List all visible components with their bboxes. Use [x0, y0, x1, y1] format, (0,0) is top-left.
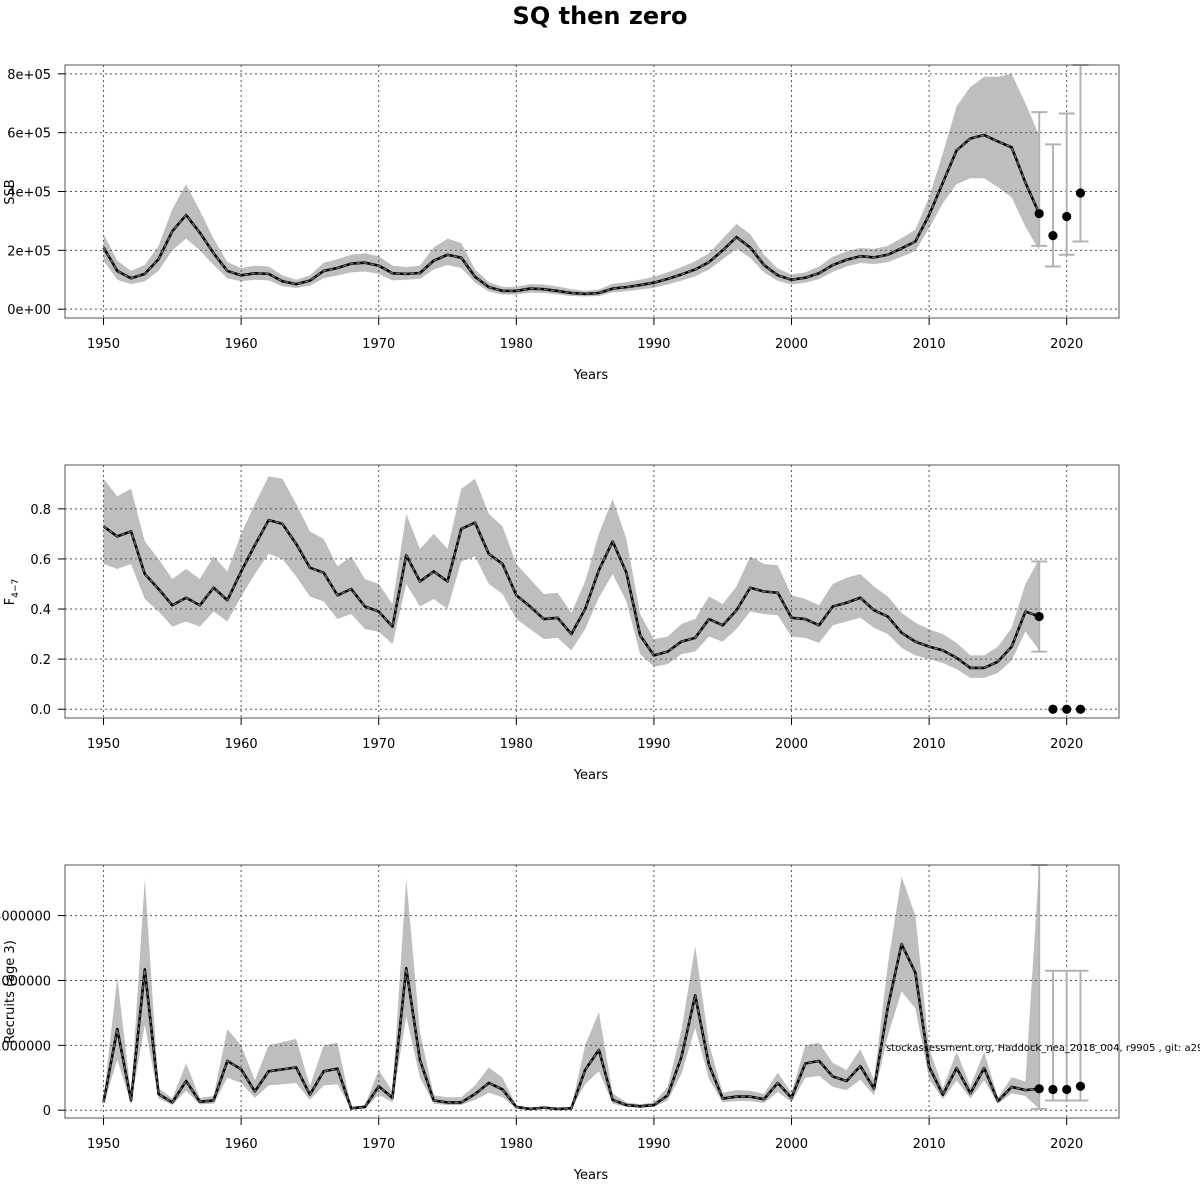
fbar-xtick-label: 1970: [362, 737, 395, 752]
recruits-ytick-label: 3000000: [0, 910, 51, 925]
ssb-xlabel: Years: [573, 368, 609, 383]
fbar-ytick-label: 0.0: [30, 703, 51, 718]
fbar-xtick-label: 2020: [1050, 737, 1083, 752]
chart-title: SQ then zero: [513, 2, 688, 30]
recruits-ytick-label: 1000000: [0, 1039, 51, 1054]
recruits-xtick-label: 1990: [637, 1137, 670, 1152]
ssb-prediction-point: [1034, 208, 1044, 219]
fbar-ytick-label: 0.6: [30, 553, 51, 568]
recruits-prediction-point: [1048, 1084, 1058, 1095]
fbar-ylabel: F4−7: [3, 579, 21, 605]
ssb-xtick-label: 2020: [1050, 337, 1083, 352]
ssb-xtick-label: 1950: [87, 337, 120, 352]
ssb-ylabel: SSB: [3, 179, 18, 204]
footnote: stockassessment.org, Haddock_nea_2018_00…: [886, 1043, 1200, 1054]
recruits-xlabel: Years: [573, 1168, 609, 1183]
fbar-estimate-dash: [103, 519, 1040, 669]
ssb-ytick-label: 4e+05: [7, 186, 51, 201]
ssb-ytick-label: 0e+00: [7, 303, 51, 318]
recruits-prediction-point: [1075, 1081, 1086, 1091]
ssb-xtick-label: 1990: [637, 337, 670, 352]
recruits-confidence-band: [103, 865, 1040, 1110]
fbar-xtick-label: 1990: [637, 737, 670, 752]
recruits-xtick-label: 1960: [225, 1137, 258, 1152]
recruits-prediction-point: [1062, 1084, 1072, 1095]
recruits-estimate-dash: [102, 942, 1040, 1110]
fbar-xtick-label: 2000: [775, 737, 808, 752]
fbar-panel: Years F4−7 1950 1960 1970 1980 1990 2000 2010 2…: [3, 464, 1120, 783]
ssb-xtick-label: 1970: [362, 337, 395, 352]
fbar-ytick-label: 0.8: [30, 503, 51, 518]
fbar-confidence-band: [103, 476, 1040, 678]
fbar-ytick-label: 0.4: [30, 603, 51, 618]
recruits-xtick-label: 2000: [775, 1137, 808, 1152]
ssb-ytick-label: 6e+05: [7, 127, 51, 142]
fbar-prediction-point: [1048, 704, 1058, 714]
ssb-confidence-band: [103, 73, 1040, 297]
recruits-plot-frame: [64, 864, 1120, 1119]
ssb-xtick-label: 2000: [775, 337, 808, 352]
ssb-prediction-point: [1062, 211, 1072, 222]
fbar-xtick-label: 1950: [87, 737, 120, 752]
ssb-panel: Years SSB 1950 1960 1970 1980 1990 2000 2010 20…: [3, 64, 1120, 383]
ssb-xtick-label: 2010: [913, 337, 946, 352]
fbar-prediction-point: [1075, 704, 1086, 714]
fbar-plot-frame: [64, 464, 1120, 719]
ssb-prediction-point: [1075, 188, 1086, 198]
fbar-xlabel: Years: [573, 768, 609, 783]
fbar-ylabel-subscript: 4−7: [11, 579, 21, 598]
ssb-xtick-label: 1960: [225, 337, 258, 352]
ssb-prediction-point: [1048, 231, 1058, 241]
fbar-prediction-point: [1034, 611, 1044, 622]
fbar-ylabel-main: F: [3, 598, 18, 605]
fbar-prediction-point: [1062, 704, 1072, 714]
ssb-xtick-label: 1980: [500, 337, 533, 352]
recruits-xtick-label: 1970: [362, 1137, 395, 1152]
recruits-xtick-label: 2020: [1050, 1137, 1083, 1152]
fbar-xtick-label: 1960: [225, 737, 258, 752]
recruits-ytick-label: 0: [43, 1104, 51, 1119]
fbar-ytick-label: 0.2: [30, 653, 51, 668]
recruits-panel: Years Recruits (age 3) 1950 1960 1970 1980 1…: [0, 864, 1120, 1183]
fbar-xtick-label: 1980: [500, 737, 533, 752]
recruits-ylabel: Recruits (age 3): [3, 940, 18, 1044]
ssb-ytick-label: 8e+05: [7, 68, 51, 83]
recruits-xtick-label: 1980: [500, 1137, 533, 1152]
recruits-prediction-point: [1034, 1084, 1044, 1094]
recruits-xtick-label: 1950: [87, 1137, 120, 1152]
recruits-xtick-label: 2010: [913, 1137, 946, 1152]
ssb-ytick-label: 2e+05: [7, 244, 51, 259]
ssb-estimate-dash: [102, 134, 1040, 295]
fbar-xtick-label: 2010: [913, 737, 946, 752]
